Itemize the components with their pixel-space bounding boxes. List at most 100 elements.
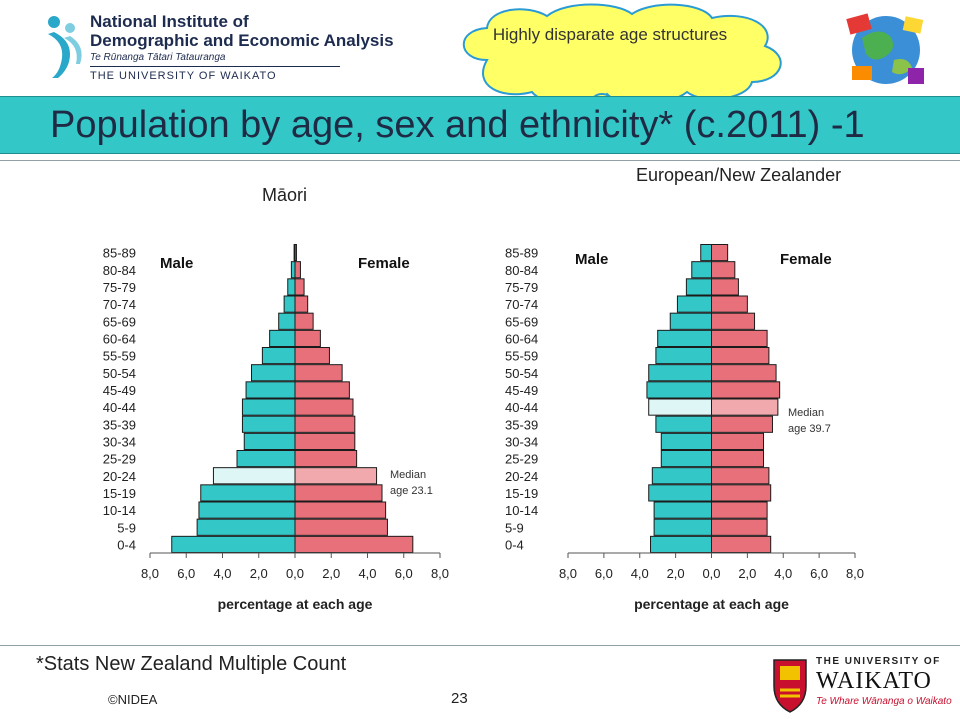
age-label: 55-59 [505,349,538,364]
bar-female-70-74 [711,295,748,313]
globe-collage-icon [846,13,924,84]
median-label-line1: Median [390,469,426,481]
bar-female-25-29 [294,450,358,468]
bar-female-30-34 [294,432,356,451]
bar-female-45-49 [711,381,781,399]
bar-female-80-84 [294,261,301,279]
age-label: 80-84 [103,263,136,278]
age-label: 85-89 [505,246,538,261]
bar-male-45-49 [245,381,296,399]
age-label: 0-4 [117,537,136,552]
uni-line3: Te Whare Wānanga o Waikato [816,696,952,707]
page-number: 23 [451,690,468,707]
bar-male-65-69 [278,312,296,330]
bar-male-30-34 [243,432,296,451]
x-tick-label: 4,0 [774,566,792,581]
org-university: THE UNIVERSITY OF WAIKATO [90,70,277,82]
x-tick-label: 2,0 [667,566,685,581]
bar-female-75-79 [711,278,739,296]
bar-female-70-74 [294,295,309,313]
median-label-line1: Median [788,407,824,419]
bar-male-20-24 [651,467,713,485]
age-label: 75-79 [505,280,538,295]
bar-male-70-74 [676,295,713,313]
age-label: 40-44 [505,400,538,415]
bar-female-80-84 [711,261,736,279]
bar-male-70-74 [283,295,296,313]
age-label: 40-44 [103,400,136,415]
bar-male-25-29 [660,450,713,468]
bar-female-35-39 [294,415,356,433]
bar-male-0-4 [650,535,713,553]
bar-male-40-44 [241,398,296,416]
bar-female-5-9 [294,518,388,536]
bar-female-40-44 [711,398,779,416]
x-tick-label: 6,0 [177,566,195,581]
waikato-logo: THE UNIVERSITY OF WAIKATO Te Whare Wānan… [770,654,952,716]
age-label: 30-34 [505,434,538,449]
bar-female-15-19 [294,484,383,502]
x-tick-label: 4,0 [358,566,376,581]
bar-male-80-84 [290,261,296,279]
age-label: 60-64 [103,331,136,346]
x-tick-label: 0,0 [286,566,304,581]
bar-male-50-54 [648,364,712,382]
x-tick-label: 2,0 [322,566,340,581]
x-tick-label: 4,0 [631,566,649,581]
age-label: 65-69 [103,314,136,329]
uni-line1: THE UNIVERSITY OF [816,656,941,667]
age-label: 75-79 [103,280,136,295]
age-label: 35-39 [505,417,538,432]
bar-male-40-44 [648,398,712,416]
bar-female-20-24 [294,467,378,485]
age-label: 25-29 [103,452,136,467]
org-tagline: Te Rūnanga Tātari Tatauranga [90,52,226,63]
bar-female-0-4 [711,535,772,553]
legend-male: Male [575,251,608,268]
bar-male-30-34 [660,432,713,451]
bar-female-50-54 [294,364,343,382]
bar-female-10-14 [294,501,387,519]
x-tick-label: 2,0 [250,566,268,581]
x-tick-label: 8,0 [846,566,864,581]
bar-female-25-29 [711,450,765,468]
age-label: 20-24 [505,469,538,484]
median-label-line2: age 39.7 [788,423,831,435]
bar-male-35-39 [655,415,712,433]
age-label: 70-74 [103,297,136,312]
x-tick-label: 0,0 [702,566,720,581]
bar-female-20-24 [711,467,770,485]
bar-male-10-14 [653,501,712,519]
nidea-logo: National Institute of Demographic and Ec… [40,10,394,88]
x-tick-label: 4,0 [213,566,231,581]
bar-male-0-4 [171,535,296,553]
bar-female-15-19 [711,484,772,502]
age-label: 45-49 [103,383,136,398]
bar-female-75-79 [294,278,305,296]
bar-female-60-64 [294,329,321,348]
bar-male-20-24 [212,467,296,485]
footer-rule [0,645,960,646]
age-label: 60-64 [505,331,538,346]
footnote: *Stats New Zealand Multiple Count [36,653,347,675]
age-label: 5-9 [117,520,136,535]
x-tick-label: 6,0 [810,566,828,581]
x-axis-label: percentage at each age [218,596,373,612]
x-tick-label: 8,0 [431,566,449,581]
org-logo-divider [90,66,340,67]
bar-male-75-79 [685,278,713,296]
age-label: 20-24 [103,469,136,484]
bar-male-45-49 [646,381,712,399]
x-tick-label: 8,0 [559,566,577,581]
bar-male-10-14 [198,501,296,519]
x-tick-label: 6,0 [395,566,413,581]
age-label: 35-39 [103,417,136,432]
age-label: 70-74 [505,297,538,312]
bar-male-15-19 [648,484,712,502]
bar-female-55-59 [711,347,770,365]
bar-female-50-54 [711,364,777,382]
bar-female-85-89 [294,244,297,262]
bar-female-10-14 [711,501,768,519]
bar-female-40-44 [294,398,354,416]
age-label: 55-59 [103,349,136,364]
